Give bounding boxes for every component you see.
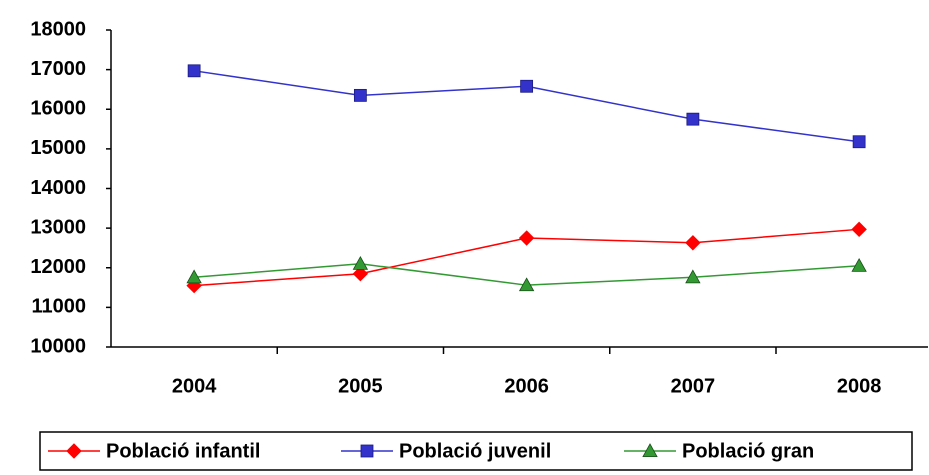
y-tick-label: 17000 [30,58,86,80]
legend-box [39,431,913,471]
x-tick-label: 2006 [504,375,549,397]
marker [685,235,701,251]
x-tick-label: 2005 [338,375,383,397]
marker [518,277,535,292]
marker [686,112,700,126]
y-tick-label: 13000 [30,216,86,238]
marker [186,269,202,284]
marker [851,257,867,272]
y-tick-label: 15000 [30,137,86,159]
legend-label: Població infantil [106,440,260,462]
marker [685,269,701,284]
marker [66,443,82,459]
y-tick-label: 12000 [30,256,86,278]
marker [642,443,658,458]
marker [352,265,369,282]
marker [851,221,867,238]
marker [353,88,367,102]
marker [352,255,369,270]
x-tick-label: 2007 [671,375,716,397]
marker [187,64,201,78]
y-tick-label: 14000 [30,177,86,199]
legend-label: Població gran [682,440,814,462]
marker [852,135,866,149]
marker [360,444,374,458]
y-tick-label: 10000 [30,335,86,357]
x-tick-label: 2008 [837,375,882,397]
x-tick-label: 2004 [172,375,217,397]
legend-label: Població juvenil [399,440,551,462]
y-tick-label: 16000 [30,98,86,120]
y-tick-label: 11000 [31,296,86,318]
y-tick-label: 18000 [30,18,86,40]
marker [520,79,534,93]
marker [518,230,535,246]
